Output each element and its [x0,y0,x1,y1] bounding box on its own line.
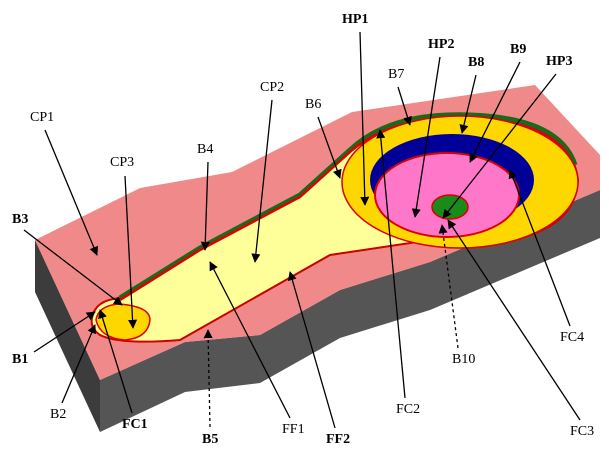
label: B4 [197,142,213,157]
label: B5 [202,432,218,447]
label: FC4 [560,330,584,345]
label: B7 [388,67,404,82]
label: B6 [305,97,321,112]
label: FC3 [570,424,594,439]
label: B10 [452,352,475,367]
labels: CP1 CP3 B4 CP2 B6 HP1 B7 HP2 B8 B9 HP3 B… [12,12,594,447]
label: B3 [12,212,28,227]
label: HP3 [546,54,572,69]
label: CP1 [30,110,54,125]
part-body [35,85,600,432]
label: B1 [12,352,28,367]
label: B8 [468,55,484,70]
label: HP2 [428,37,454,52]
label: FC1 [122,417,148,432]
label: B2 [50,407,66,422]
label: HP1 [342,12,368,27]
label: CP2 [260,80,284,95]
label: FF1 [282,422,305,437]
arrows [23,31,581,429]
label: B9 [510,42,526,57]
label: CP3 [110,155,134,170]
label: FC2 [396,402,420,417]
label: FF2 [326,432,350,447]
